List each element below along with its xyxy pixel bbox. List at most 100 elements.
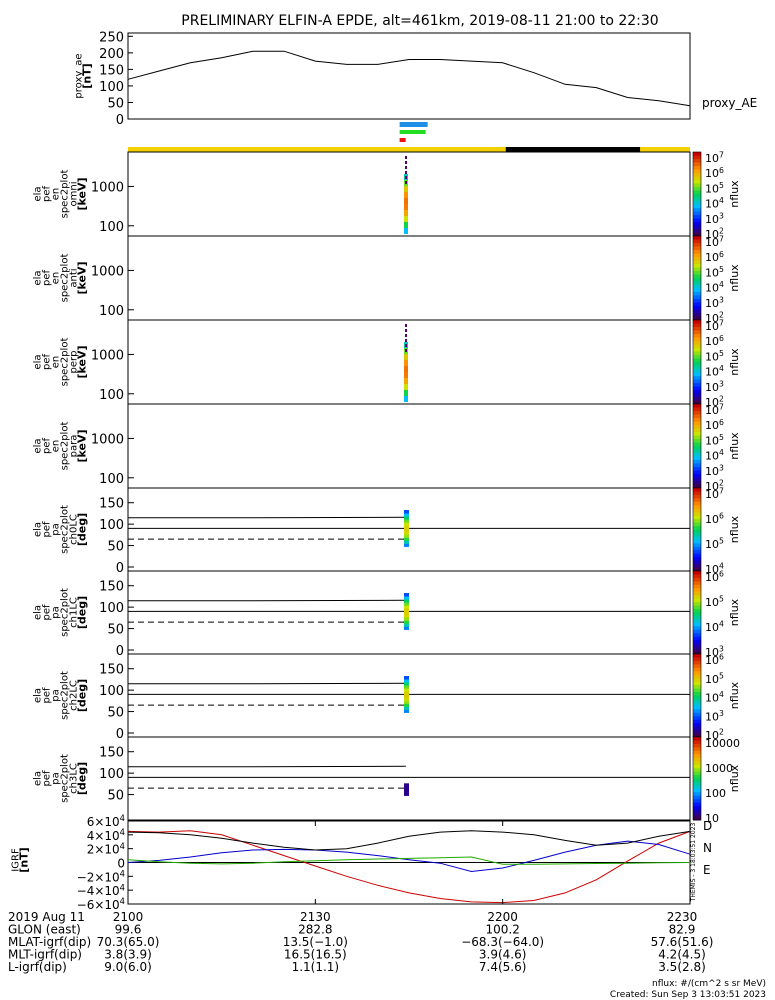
colorbar-segment xyxy=(693,169,701,174)
colorbar-tick-label: 1000 xyxy=(705,762,733,775)
colorbar-segment xyxy=(693,383,701,387)
colorbar-tick-label: 106 xyxy=(705,570,724,584)
spectrogram-pixel xyxy=(404,192,409,198)
spectrogram-pixel xyxy=(405,344,408,347)
spectrogram-pixel xyxy=(404,390,409,396)
colorbar-tick-label: 102 xyxy=(705,395,724,409)
colorbar-segment xyxy=(693,218,701,223)
panel-label-line: spec2plot xyxy=(60,671,71,720)
colorbar-segment xyxy=(693,159,701,163)
colorbar-segment xyxy=(693,152,701,156)
y-tick-label: −4×104 xyxy=(77,882,125,898)
pitch-angle-pixel xyxy=(404,617,410,621)
colorbar-segment xyxy=(693,239,701,244)
colorbar-tick-label: 103 xyxy=(705,211,724,225)
colorbar-tick-label: 107 xyxy=(705,487,724,501)
colorbar-segment xyxy=(693,166,701,170)
colorbar-segment xyxy=(693,647,701,652)
panel-label-line: pef xyxy=(42,770,53,787)
energy-spectrogram-panels: 1000100elapefenspec2plotomni[keV]1071061… xyxy=(33,151,742,493)
spectrogram-pixel xyxy=(405,156,408,159)
pitch-angle-pixel xyxy=(404,685,410,689)
colorbar-segment xyxy=(693,351,701,356)
y-tick-label: 100 xyxy=(99,518,124,533)
panel-label-line: [nT] xyxy=(18,847,31,872)
colorbar-segment xyxy=(693,712,701,717)
footer-value: 7.4(5.6) xyxy=(479,960,527,974)
igrf-side-text-line: THEMIS - 3 18:03:51 2023 xyxy=(690,823,697,903)
panel-label-line: ela xyxy=(33,605,44,620)
colorbar-segment xyxy=(693,484,701,489)
colorbar-segment xyxy=(693,526,701,530)
colorbar-label: nflux xyxy=(728,764,741,792)
footer-value: 100.2 xyxy=(485,923,519,937)
pitch-angle-pixel xyxy=(404,706,410,710)
colorbar-segment xyxy=(693,553,701,558)
pitch-angle-pixel xyxy=(404,599,410,603)
pitch-angle-pixel xyxy=(404,626,410,630)
spectrogram-pixel xyxy=(404,198,409,204)
pitch-angle-pixel xyxy=(404,709,410,713)
colorbar-segment xyxy=(693,519,701,524)
pitch-angle-pixel xyxy=(404,608,410,612)
footer-value: 4.2(4.5) xyxy=(658,948,706,962)
colorbar-segment xyxy=(693,802,701,807)
colorbar-segment xyxy=(693,619,701,624)
pitch-angle-pixel xyxy=(404,697,410,701)
panel-label-line: pef xyxy=(42,604,53,621)
panel-label-line: perp xyxy=(69,351,80,374)
colorbar-segment xyxy=(693,446,701,450)
colorbar-segment xyxy=(693,816,701,821)
colorbar-segment xyxy=(693,716,701,721)
colorbar-segment xyxy=(693,201,701,205)
colorbar-segment xyxy=(693,204,701,209)
pitch-angle-pixel xyxy=(404,792,410,796)
spectrogram-pixel xyxy=(404,210,409,216)
spectrogram-frame xyxy=(127,235,691,321)
footer-value: 2100 xyxy=(113,910,144,924)
colorbar-segment xyxy=(693,577,701,582)
panel-label-line: [keV] xyxy=(76,177,89,210)
igrf-series-line xyxy=(127,856,691,865)
science-zone-bar-green xyxy=(399,130,426,134)
footer-row-label: L-igrf(dip) xyxy=(8,960,67,974)
y-tick-label: 200 xyxy=(99,47,124,62)
colorbar-segment xyxy=(693,768,701,773)
y-tick-label: 100 xyxy=(99,601,124,616)
colorbar-label-text: nflux xyxy=(728,264,741,292)
colorbar-tick-label: 100 xyxy=(705,787,726,800)
colorbar-segment xyxy=(693,650,701,655)
spectrogram-pixel xyxy=(404,204,409,210)
colorbar-segment xyxy=(693,723,701,728)
colorbar-segment xyxy=(693,557,701,562)
colorbar-segment xyxy=(693,260,701,265)
colorbar-segment xyxy=(693,602,701,607)
pitch-angle-pixel xyxy=(404,596,410,600)
footer-value: −68.3(−64.0) xyxy=(461,935,544,949)
y-tick-label: 1000 xyxy=(91,432,124,447)
y-tick-label: 0 xyxy=(116,644,124,659)
pitch-angle-pixel xyxy=(404,513,410,517)
y-tick-label: −6×104 xyxy=(77,896,125,912)
colorbar-tick-label: 106 xyxy=(705,250,724,264)
colorbar-label: nflux xyxy=(728,681,741,709)
footer-value: 16.5(16.5) xyxy=(284,948,347,962)
pitch-angle-pixel xyxy=(404,783,410,787)
colorbar-segment xyxy=(693,362,701,366)
y-tick-label: 0 xyxy=(117,857,125,871)
colorbar-segment xyxy=(693,432,701,436)
spectrogram-pixel xyxy=(405,161,408,164)
colorbar-tick-label: 106 xyxy=(705,166,724,180)
colorbar-label-text: nflux xyxy=(728,764,741,792)
spectrogram-pixel xyxy=(405,181,408,184)
colorbar-segment xyxy=(693,467,701,471)
colorbar-segment xyxy=(693,529,701,534)
panel-label-line: ch1LC xyxy=(69,597,80,628)
science-zone-bar-red xyxy=(399,138,406,142)
pitch-angle-pixel xyxy=(404,528,410,532)
colorbar-tick-label: 105 xyxy=(705,265,724,279)
